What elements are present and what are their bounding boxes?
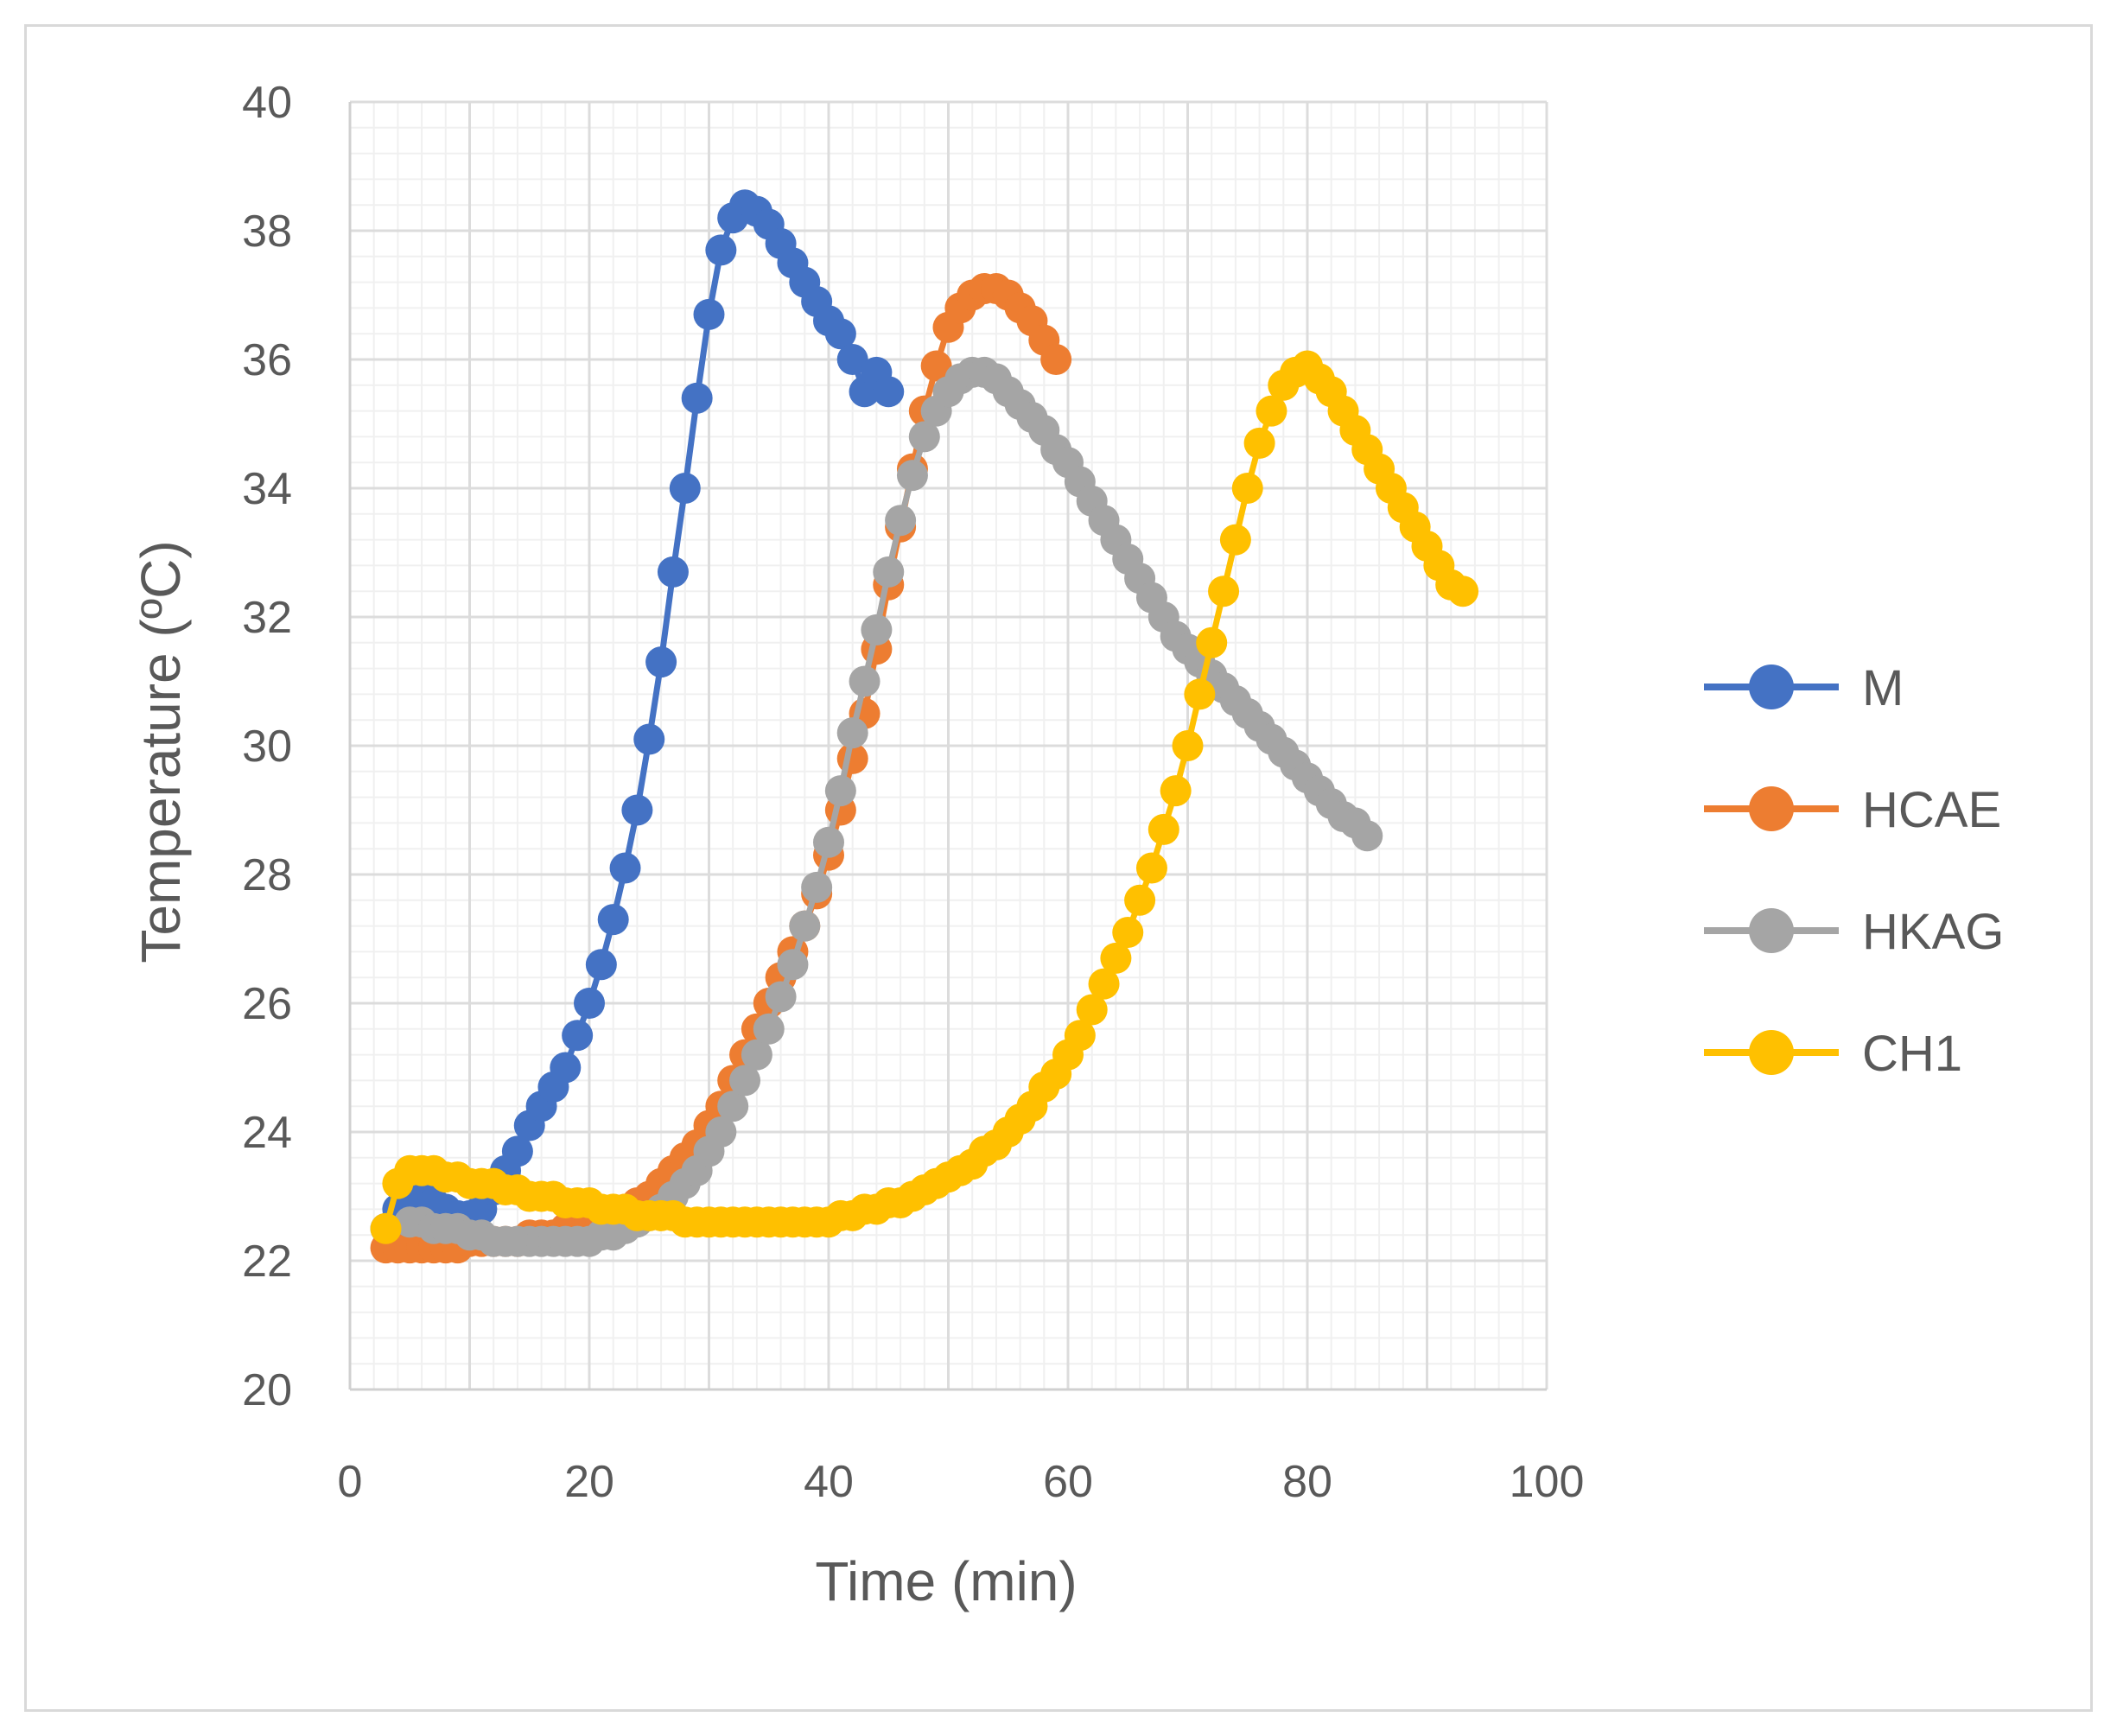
y-tick-label: 36 [242,335,292,385]
data-point [669,473,701,504]
data-point [370,1212,402,1244]
data-point [705,1116,737,1148]
y-tick-label: 22 [242,1237,292,1287]
y-tick-label: 34 [242,464,292,514]
major-gridlines [348,100,1548,1391]
data-point [789,910,821,942]
y-tick-label: 38 [242,207,292,257]
data-point [1076,994,1108,1026]
data-point [597,904,629,936]
data-point [1040,344,1072,375]
data-point [645,646,677,678]
data-point [1100,942,1132,974]
x-tick-labels: 0 20 40 60 80 100 [338,1457,1585,1507]
data-point [609,852,641,884]
data-point [813,826,844,858]
data-point [621,794,653,826]
data-point [1135,852,1167,884]
y-tick-labels: 20 22 24 26 28 30 32 34 36 38 40 [242,78,292,1415]
data-point [585,949,617,981]
x-tick-label: 40 [804,1457,854,1507]
y-tick-label: 28 [242,850,292,900]
legend-label: M [1862,660,1904,716]
data-point [861,614,893,645]
data-point [873,376,905,408]
data-point [908,421,940,453]
data-point [885,505,917,537]
data-point [896,460,928,492]
data-point [633,723,665,755]
series-ch1 [370,350,1479,1244]
data-point [873,556,905,588]
data-point [824,318,856,350]
data-point [836,717,868,749]
x-tick-label: 100 [1510,1457,1585,1507]
data-point [574,988,605,1019]
data-point [849,665,880,697]
chart-frame [24,24,2093,1712]
x-axis-title: Time (min) [815,1550,1077,1612]
axes [348,102,1547,1391]
data-point [717,1091,749,1122]
data-point [824,775,856,807]
data-point [1172,730,1204,761]
data-point [741,1039,772,1071]
data-point [1184,678,1216,710]
x-tick-label: 0 [338,1457,363,1507]
data-point [765,981,797,1013]
legend-label: HCAE [1862,782,2001,838]
legend-item-hcae: HCAE [1704,782,2001,838]
data-point [1243,427,1275,459]
legend-swatch-marker [1749,908,1794,953]
data-point [681,382,713,414]
series-layer [370,189,1479,1264]
data-point [1112,917,1144,949]
data-point [1148,813,1179,845]
data-point [729,1065,761,1097]
legend-swatch-marker [1749,786,1794,831]
data-point [753,1013,785,1045]
data-point [777,949,809,981]
y-tick-label: 24 [242,1108,292,1158]
data-point [501,1135,533,1167]
data-point [1219,524,1251,556]
data-point [836,344,868,375]
x-tick-label: 80 [1282,1457,1332,1507]
data-point [1064,1020,1096,1052]
data-point [705,234,737,266]
legend-item-m: M [1704,660,1904,716]
data-point [693,298,725,330]
data-point [1447,575,1479,607]
legend: M HCAE HKAG CH1 [1704,660,2004,1082]
y-axis-title: Temperature (ºC) [130,540,192,963]
legend-item-ch1: CH1 [1704,1026,1962,1082]
legend-label: CH1 [1862,1026,1962,1082]
data-point [1208,575,1240,607]
legend-swatch-marker [1749,1030,1794,1075]
data-point [920,350,952,382]
data-point [1088,968,1120,1000]
data-point [1160,775,1192,807]
y-tick-label: 20 [242,1365,292,1415]
legend-label: HKAG [1862,904,2004,960]
y-tick-label: 30 [242,722,292,772]
y-tick-label: 32 [242,593,292,643]
data-point [657,556,689,588]
data-point [801,871,833,903]
y-tick-label: 40 [242,78,292,128]
x-tick-label: 60 [1043,1457,1093,1507]
x-tick-label: 20 [564,1457,614,1507]
data-point [1256,395,1287,427]
data-point [562,1020,594,1052]
legend-item-hkag: HKAG [1704,904,2004,960]
data-point [1231,473,1263,504]
data-point [1351,820,1383,852]
legend-swatch-marker [1749,665,1794,709]
data-point [1196,626,1228,658]
data-point [1124,884,1156,916]
data-point [550,1052,582,1084]
y-tick-label: 26 [242,979,292,1029]
